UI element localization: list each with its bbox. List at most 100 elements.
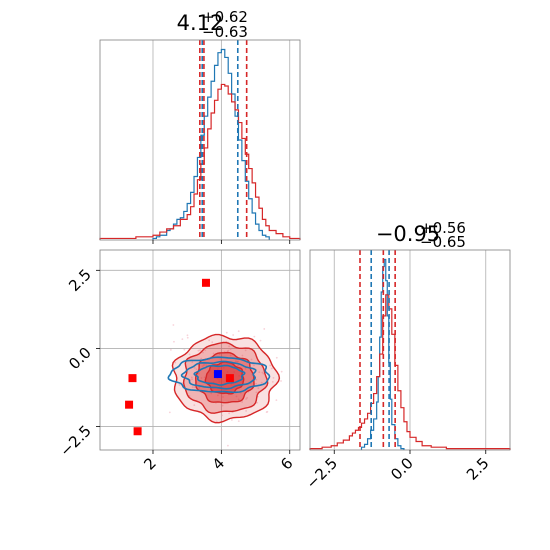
sample-point <box>183 348 186 351</box>
sample-point <box>246 396 249 399</box>
marginal-x-panel: 4.12 +0.62 −0.63 <box>99 8 301 244</box>
joint-markers <box>125 278 234 436</box>
marginal-y-title-sup: +0.56 <box>420 219 466 237</box>
sample-point <box>174 361 177 364</box>
sample-point <box>245 398 247 400</box>
sample-point <box>173 340 175 343</box>
sample-point <box>237 420 240 422</box>
sample-point <box>202 351 204 354</box>
sample-point <box>232 334 235 336</box>
sample-point <box>220 428 223 431</box>
sample-point <box>181 338 184 340</box>
sample-point <box>241 354 244 357</box>
marginal-x-histograms <box>99 48 301 240</box>
sample-point <box>205 364 208 367</box>
marginal-x-grid <box>152 40 291 240</box>
blue-contour-level-1 <box>180 360 257 390</box>
sample-point <box>225 331 228 334</box>
red-square-marker <box>133 427 142 436</box>
sample-point <box>257 387 260 390</box>
marginal-y-title-main: −0.95 <box>376 222 440 246</box>
red-square-marker <box>201 278 210 287</box>
sample-point <box>218 381 221 383</box>
sample-point <box>195 368 198 371</box>
sample-point <box>258 371 261 374</box>
marginal-x-title-sup: +0.62 <box>202 8 248 26</box>
sample-point <box>261 371 264 374</box>
marginal-x-quantile-lines <box>199 40 248 240</box>
sample-point <box>263 328 266 330</box>
sample-point <box>211 341 214 344</box>
sample-point <box>226 350 229 353</box>
sample-point <box>237 364 240 367</box>
sample-point <box>197 372 200 375</box>
sample-point <box>229 348 232 351</box>
sample-point <box>275 399 278 402</box>
sample-point <box>230 383 233 386</box>
sample-point <box>280 380 282 382</box>
joint-frame <box>99 249 301 451</box>
sample-point <box>193 386 196 389</box>
sample-point <box>253 364 255 367</box>
sample-point <box>197 349 200 352</box>
y-tick-label: 2.5 <box>65 265 95 295</box>
sample-point <box>172 324 175 326</box>
sample-point <box>191 378 194 381</box>
sample-point <box>191 386 194 388</box>
sample-point <box>215 420 218 423</box>
sample-point <box>186 336 189 339</box>
sample-point <box>260 381 263 384</box>
blue-square-marker <box>213 370 222 379</box>
marginal-y-ticks: −2.5 0.0 2.5 <box>303 450 493 493</box>
sample-point <box>269 364 272 367</box>
marginal-x-frame <box>99 39 301 241</box>
sample-point <box>221 414 223 417</box>
sample-point <box>275 356 278 359</box>
marginal-x-title-sub: −0.63 <box>202 23 248 41</box>
sample-point <box>235 395 238 398</box>
blue-contour-level-0 <box>167 356 271 394</box>
sample-point <box>241 401 244 403</box>
histogram-series-1 <box>99 83 301 240</box>
sample-point <box>216 394 219 397</box>
sample-point <box>229 354 232 357</box>
sample-point <box>199 349 201 351</box>
sample-point <box>218 378 221 381</box>
x-tick-label: 0.0 <box>387 454 417 484</box>
x-tick-label: 2 <box>140 454 159 473</box>
sample-point <box>266 410 269 413</box>
sample-point <box>168 411 171 414</box>
red-square-marker <box>225 374 234 383</box>
sample-point <box>193 366 196 369</box>
sample-point <box>227 444 229 447</box>
marginal-y-panel: −2.5 0.0 2.5 −0.95 +0.56 −0.65 <box>303 219 511 493</box>
red-square-marker <box>128 374 137 383</box>
sample-point <box>200 377 203 379</box>
marginal-x-title-main: 4.12 <box>177 11 224 35</box>
sample-point <box>255 382 258 385</box>
sample-point <box>280 370 283 373</box>
sample-point <box>228 412 231 415</box>
red-square-marker <box>125 400 134 409</box>
sample-point <box>255 378 258 381</box>
blue-contour-level-2 <box>193 364 246 386</box>
x-tick-label: 6 <box>277 454 296 473</box>
sample-point <box>270 367 273 370</box>
marginal-x-title: 4.12 <box>177 11 224 35</box>
sample-point <box>222 396 224 398</box>
sample-point <box>228 345 230 348</box>
marginal-x-ticks <box>152 240 291 244</box>
sample-point <box>233 371 235 373</box>
sample-point <box>245 410 248 412</box>
sample-point <box>237 398 240 401</box>
sample-point <box>208 339 211 342</box>
sample-point <box>216 377 219 380</box>
sample-point <box>203 376 206 379</box>
y-tick-label: −2.5 <box>56 422 94 460</box>
sample-point <box>188 353 191 356</box>
sample-point <box>222 367 225 369</box>
sample-point <box>230 419 233 421</box>
joint-panel: 2 4 6 2.5 0.0 −2.5 <box>56 249 301 474</box>
sample-point <box>250 358 253 361</box>
